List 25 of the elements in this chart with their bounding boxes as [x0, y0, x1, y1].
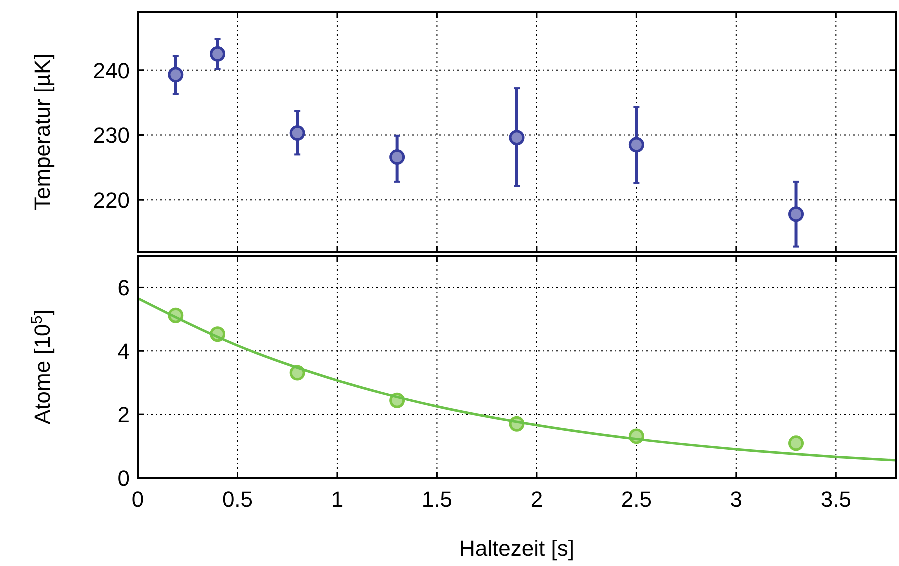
x-tick-label: 2	[530, 487, 544, 512]
point	[628, 137, 644, 153]
y-tick-label: 4	[118, 339, 130, 364]
x-tick-label: 1.5	[422, 487, 453, 512]
line-series	[138, 297, 896, 462]
y-tick-label: 6	[118, 276, 130, 301]
y-tick-label: 220	[93, 188, 130, 214]
point	[788, 436, 804, 452]
y-tick-label: 2	[118, 402, 130, 428]
x-tick-label: 0.5	[222, 487, 254, 512]
y-tick-label: 240	[93, 58, 130, 84]
point	[390, 150, 406, 166]
y-axis-title: Temperatur [µK]	[30, 54, 55, 210]
point	[290, 126, 306, 142]
x-tick-label: 3.5	[820, 487, 852, 512]
x-axis-title: Haltezeit [s]	[460, 536, 574, 561]
point	[210, 46, 226, 62]
y-tick-label: 230	[93, 123, 130, 148]
point	[509, 130, 525, 146]
point	[788, 206, 804, 222]
x-tick-label: 3	[730, 487, 743, 512]
x-tick-label: 2.5	[621, 487, 652, 512]
y-tick-label: 0	[118, 466, 130, 491]
point	[168, 67, 184, 83]
x-tick-label: 1	[331, 487, 344, 512]
